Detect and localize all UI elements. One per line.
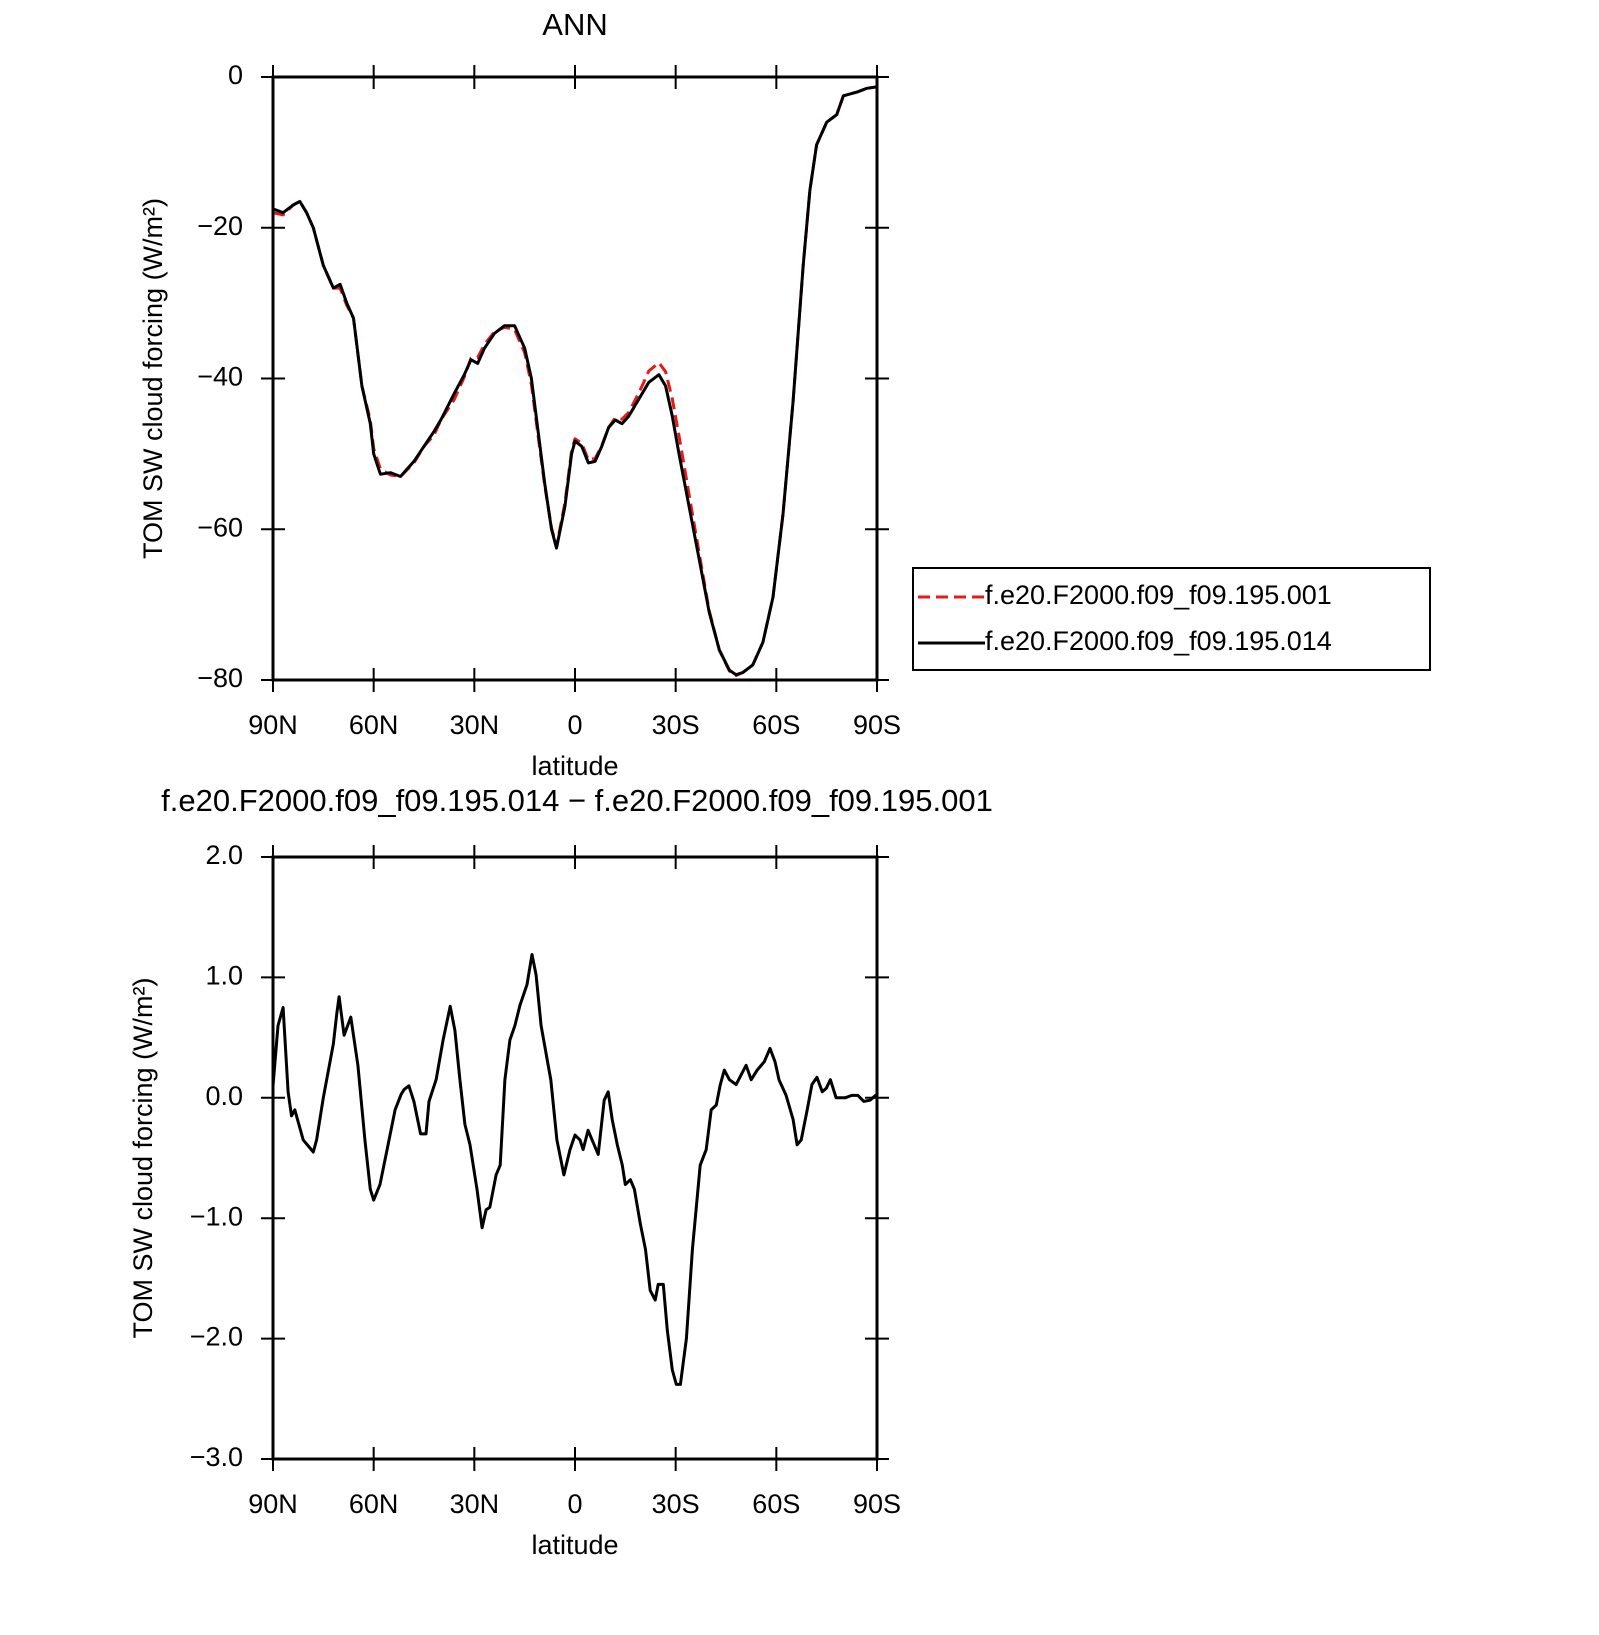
plot-frame — [271, 75, 879, 682]
data-line — [272, 85, 878, 677]
x-tick-label: 0 — [567, 710, 582, 740]
x-tick-label: 30N — [450, 1489, 500, 1519]
x-tick-label: 60S — [752, 1489, 800, 1519]
x-tick-label: 90S — [853, 710, 901, 740]
chart-title: f.e20.F2000.f09_f09.195.014 − f.e20.F200… — [161, 783, 993, 818]
x-tick-label: 30N — [450, 710, 500, 740]
y-axis-label: TOM SW cloud forcing (W/m²) — [128, 977, 158, 1338]
legend-box — [912, 567, 1431, 671]
y-tick-label: −60 — [197, 512, 243, 542]
x-tick-label: 90N — [248, 710, 298, 740]
x-tick-label: 90S — [853, 1489, 901, 1519]
y-axis-label: TOM SW cloud forcing (W/m²) — [138, 198, 168, 559]
y-tick-label: 0.0 — [205, 1081, 243, 1111]
data-line — [272, 85, 878, 677]
x-tick-label: 90N — [248, 1489, 298, 1519]
legend-label: f.e20.F2000.f09_f09.195.001 — [985, 580, 1332, 610]
y-tick-label: −3.0 — [190, 1442, 243, 1472]
y-tick-label: 0 — [228, 60, 243, 90]
x-tick-label: 30S — [652, 710, 700, 740]
data-line — [271, 953, 878, 1386]
x-tick-label: 30S — [652, 1489, 700, 1519]
x-axis-label: latitude — [531, 751, 618, 781]
y-tick-label: −20 — [197, 211, 243, 241]
x-tick-label: 60S — [752, 710, 800, 740]
y-tick-label: −1.0 — [190, 1201, 243, 1231]
plot-frame — [271, 855, 879, 1461]
y-tick-label: −40 — [197, 362, 243, 392]
x-axis-label: latitude — [531, 1530, 618, 1560]
x-tick-label: 60N — [349, 710, 399, 740]
chart-title: ANN — [542, 7, 607, 42]
legend-label: f.e20.F2000.f09_f09.195.014 — [985, 626, 1332, 656]
y-tick-label: −2.0 — [190, 1322, 243, 1352]
y-tick-label: 1.0 — [205, 961, 243, 991]
y-tick-label: 2.0 — [205, 840, 243, 870]
x-tick-label: 0 — [567, 1489, 582, 1519]
y-tick-label: −80 — [197, 663, 243, 693]
x-tick-label: 60N — [349, 1489, 399, 1519]
